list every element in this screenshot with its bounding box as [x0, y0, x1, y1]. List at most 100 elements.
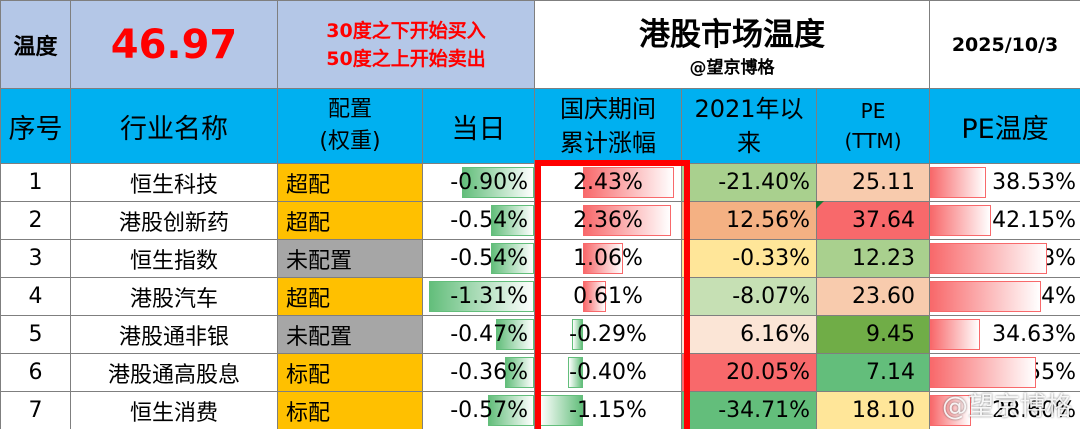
today-value: -1.31%: [450, 284, 529, 309]
col-alloc: 配置 (权重): [277, 88, 423, 164]
since-2021-change: 20.05%: [681, 353, 818, 392]
today-change: -0.47%: [421, 315, 536, 354]
holiday-change: -0.40%: [534, 353, 683, 392]
pe-temperature: 42.15%: [929, 201, 1080, 240]
page-title: 港股市场温度: [639, 16, 826, 53]
col-today: 当日: [421, 88, 536, 164]
today-bar: [490, 205, 534, 236]
col-pe-temp: PE温度: [929, 88, 1080, 164]
row-seq: 7: [0, 391, 71, 429]
col-seq: 序号: [0, 88, 71, 164]
pe-ttm: 9.45: [816, 315, 931, 354]
today-bar: [428, 281, 534, 312]
holiday-value: 2.36%: [573, 208, 643, 233]
allocation-badge: 标配: [277, 391, 423, 429]
today-change: -0.36%: [421, 353, 536, 392]
today-bar: [496, 319, 534, 350]
col-alloc-line2: (权重): [319, 129, 381, 154]
industry-name: 港股创新药: [70, 201, 278, 240]
col-holiday-line1: 国庆期间: [560, 95, 657, 123]
col-pe-line2: (TTM): [844, 129, 902, 153]
row-seq: 2: [0, 201, 71, 240]
since-2021-change: -21.40%: [681, 163, 818, 202]
temperature-label: 温度: [0, 0, 71, 89]
since-2021-change: 6.16%: [681, 315, 818, 354]
table-row: 2 港股创新药 超配 -0.54% 2.36% 12.56% 37.64 42.…: [0, 201, 1080, 240]
today-bar: [490, 243, 534, 274]
pe-temp-bar: [930, 395, 972, 426]
row-seq: 6: [0, 353, 71, 392]
table-row: 1 恒生科技 超配 -0.90% 2.43% -21.40% 25.11 38.…: [0, 163, 1080, 202]
holiday-change: 2.43%: [534, 163, 683, 202]
holiday-bar: [583, 205, 672, 236]
report-date: 2025/10/3: [929, 0, 1080, 89]
holiday-value: -0.29%: [569, 322, 647, 347]
col-since-2021: 2021年以 来: [681, 88, 818, 164]
title-cell: 港股市场温度 @望京博格: [534, 0, 931, 89]
today-change: -0.54%: [421, 239, 536, 278]
pe-temp-value: 28.60%: [992, 398, 1077, 423]
pe-temp-value: 34.63%: [992, 322, 1077, 347]
holiday-value: -0.40%: [569, 360, 647, 385]
holiday-value: 0.61%: [573, 284, 643, 309]
holiday-bar: [539, 395, 584, 426]
allocation-badge: 标配: [277, 353, 423, 392]
row-seq: 3: [0, 239, 71, 278]
col-holiday: 国庆期间 累计涨幅: [534, 88, 683, 164]
today-value: -0.36%: [450, 360, 529, 385]
pe-temp-bar: [930, 243, 1048, 274]
pe-temp-bar: [930, 357, 1036, 388]
holiday-value: 2.43%: [573, 170, 643, 195]
column-header-row: 序号 行业名称 配置 (权重) 当日 国庆期间 累计涨幅 2021年以 来 PE…: [0, 88, 1080, 164]
row-seq: 1: [0, 163, 71, 202]
holiday-change: -1.15%: [534, 391, 683, 429]
today-value: -0.54%: [450, 208, 529, 233]
since-2021-change: -8.07%: [681, 277, 818, 316]
col-name: 行业名称: [70, 88, 278, 164]
allocation-badge: 超配: [277, 277, 423, 316]
holiday-change: 2.36%: [534, 201, 683, 240]
holiday-change: 1.06%: [534, 239, 683, 278]
today-change: -0.90%: [421, 163, 536, 202]
table-row: 4 港股汽车 超配 -1.31% 0.61% -8.07% 23.60 76.8…: [0, 277, 1080, 316]
industry-name: 港股通高股息: [70, 353, 278, 392]
today-change: -0.54%: [421, 201, 536, 240]
holiday-bar: [567, 357, 584, 388]
table-row: 5 港股通非银 未配置 -0.47% -0.29% 6.16% 9.45 34.…: [0, 315, 1080, 354]
pe-temp-bar: [930, 167, 986, 198]
allocation-badge: 未配置: [277, 239, 423, 278]
holiday-change: 0.61%: [534, 277, 683, 316]
today-bar: [505, 357, 534, 388]
col-since-line1: 2021年以: [694, 95, 804, 123]
author: @望京博格: [689, 57, 775, 78]
pe-ttm: 23.60: [816, 277, 931, 316]
col-holiday-line2: 累计涨幅: [560, 129, 657, 157]
industry-name: 港股汽车: [70, 277, 278, 316]
today-change: -0.57%: [421, 391, 536, 429]
pe-ttm: 18.10: [816, 391, 931, 429]
comment-marker: [816, 201, 824, 209]
since-2021-change: -0.33%: [681, 239, 818, 278]
industry-name: 恒生指数: [70, 239, 278, 278]
today-value: -0.47%: [450, 322, 529, 347]
pe-temp-bar: [930, 281, 1041, 312]
holiday-value: -1.15%: [569, 398, 647, 423]
holiday-bar: [583, 243, 623, 274]
row-seq: 4: [0, 277, 71, 316]
pe-temperature: 34.63%: [929, 315, 1080, 354]
pe-temperature: 81.38%: [929, 239, 1080, 278]
allocation-badge: 超配: [277, 163, 423, 202]
trading-rule: 30度之下开始买入 50度之上开始卖出: [276, 0, 536, 89]
watermark: @望京博格: [941, 392, 1072, 422]
rule-buy: 30度之下开始买入: [326, 19, 486, 42]
industry-name: 恒生科技: [70, 163, 278, 202]
col-pe: PE (TTM): [816, 88, 931, 164]
col-since-line2: 来: [737, 129, 762, 157]
table-row: 6 港股通高股息 标配 -0.36% -0.40% 20.05% 7.14 73…: [0, 353, 1080, 392]
today-value: -0.54%: [450, 246, 529, 271]
holiday-value: 1.06%: [573, 246, 643, 271]
today-value: -0.57%: [450, 398, 529, 423]
today-bar: [488, 395, 534, 426]
allocation-badge: 未配置: [277, 315, 423, 354]
